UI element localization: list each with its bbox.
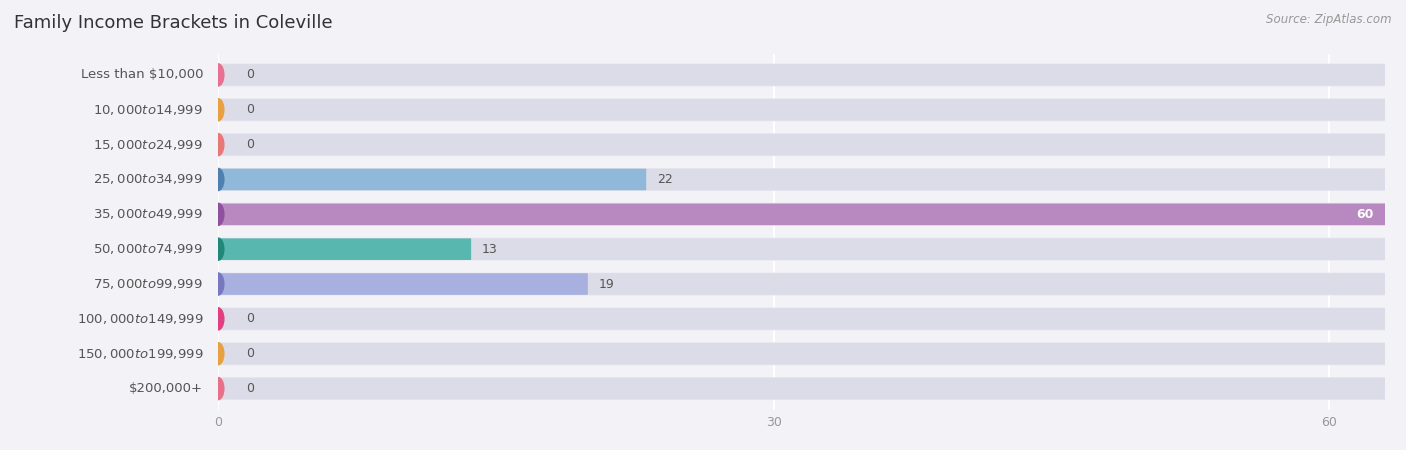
Text: Source: ZipAtlas.com: Source: ZipAtlas.com [1267,14,1392,27]
Text: $100,000 to $149,999: $100,000 to $149,999 [76,312,202,326]
FancyBboxPatch shape [218,64,1385,86]
Text: 22: 22 [657,173,672,186]
Text: 0: 0 [246,138,253,151]
FancyBboxPatch shape [218,134,1385,155]
Circle shape [212,308,224,330]
Text: Family Income Brackets in Coleville: Family Income Brackets in Coleville [14,14,333,32]
FancyBboxPatch shape [218,273,1385,296]
Text: $150,000 to $199,999: $150,000 to $199,999 [76,347,202,361]
FancyBboxPatch shape [218,342,1385,365]
FancyBboxPatch shape [218,203,1385,226]
Text: 0: 0 [246,347,253,360]
Text: 19: 19 [599,278,614,291]
Text: 60: 60 [1357,208,1374,221]
FancyBboxPatch shape [218,203,1385,225]
FancyBboxPatch shape [218,273,1385,295]
Text: $200,000+: $200,000+ [129,382,202,395]
Text: 0: 0 [246,382,253,395]
Text: Less than $10,000: Less than $10,000 [80,68,202,81]
Circle shape [212,134,224,156]
FancyBboxPatch shape [218,308,1385,330]
Circle shape [212,342,224,365]
FancyBboxPatch shape [218,203,1385,225]
Text: 0: 0 [246,103,253,116]
FancyBboxPatch shape [218,273,588,295]
FancyBboxPatch shape [218,307,1385,330]
FancyBboxPatch shape [218,343,1385,364]
Text: $25,000 to $34,999: $25,000 to $34,999 [93,172,202,186]
FancyBboxPatch shape [218,378,1385,400]
Circle shape [212,273,224,295]
Text: $10,000 to $14,999: $10,000 to $14,999 [93,103,202,117]
FancyBboxPatch shape [218,238,1385,260]
FancyBboxPatch shape [218,133,1385,156]
Circle shape [212,168,224,191]
Circle shape [212,64,224,86]
Text: 13: 13 [482,243,498,256]
Text: $50,000 to $74,999: $50,000 to $74,999 [93,242,202,256]
Text: 0: 0 [246,312,253,325]
Text: $15,000 to $24,999: $15,000 to $24,999 [93,138,202,152]
FancyBboxPatch shape [218,238,1385,261]
Circle shape [212,203,224,225]
FancyBboxPatch shape [218,377,1385,400]
FancyBboxPatch shape [218,99,1385,121]
FancyBboxPatch shape [218,98,1385,121]
Text: 0: 0 [246,68,253,81]
Circle shape [212,238,224,260]
FancyBboxPatch shape [218,169,647,190]
FancyBboxPatch shape [218,168,1385,191]
Circle shape [212,99,224,121]
FancyBboxPatch shape [218,63,1385,86]
Text: $75,000 to $99,999: $75,000 to $99,999 [93,277,202,291]
FancyBboxPatch shape [218,169,1385,190]
Text: $35,000 to $49,999: $35,000 to $49,999 [93,207,202,221]
FancyBboxPatch shape [218,238,471,260]
Circle shape [212,378,224,400]
